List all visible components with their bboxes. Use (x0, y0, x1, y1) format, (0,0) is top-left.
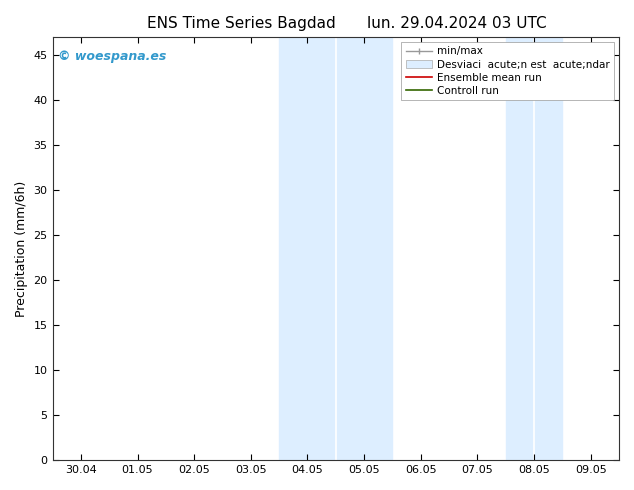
Legend: min/max, Desviaci  acute;n est  acute;ndar, Ensemble mean run, Controll run: min/max, Desviaci acute;n est acute;ndar… (401, 42, 614, 100)
Bar (506, 37, 534, 460)
Bar (336, 37, 392, 460)
Y-axis label: Precipitation (mm/6h): Precipitation (mm/6h) (15, 180, 28, 317)
Text: ENS Time Series Bagdad: ENS Time Series Bagdad (146, 16, 335, 31)
Text: © woespana.es: © woespana.es (58, 50, 167, 63)
Text: lun. 29.04.2024 03 UTC: lun. 29.04.2024 03 UTC (366, 16, 547, 31)
Bar (279, 37, 336, 460)
Bar (534, 37, 562, 460)
